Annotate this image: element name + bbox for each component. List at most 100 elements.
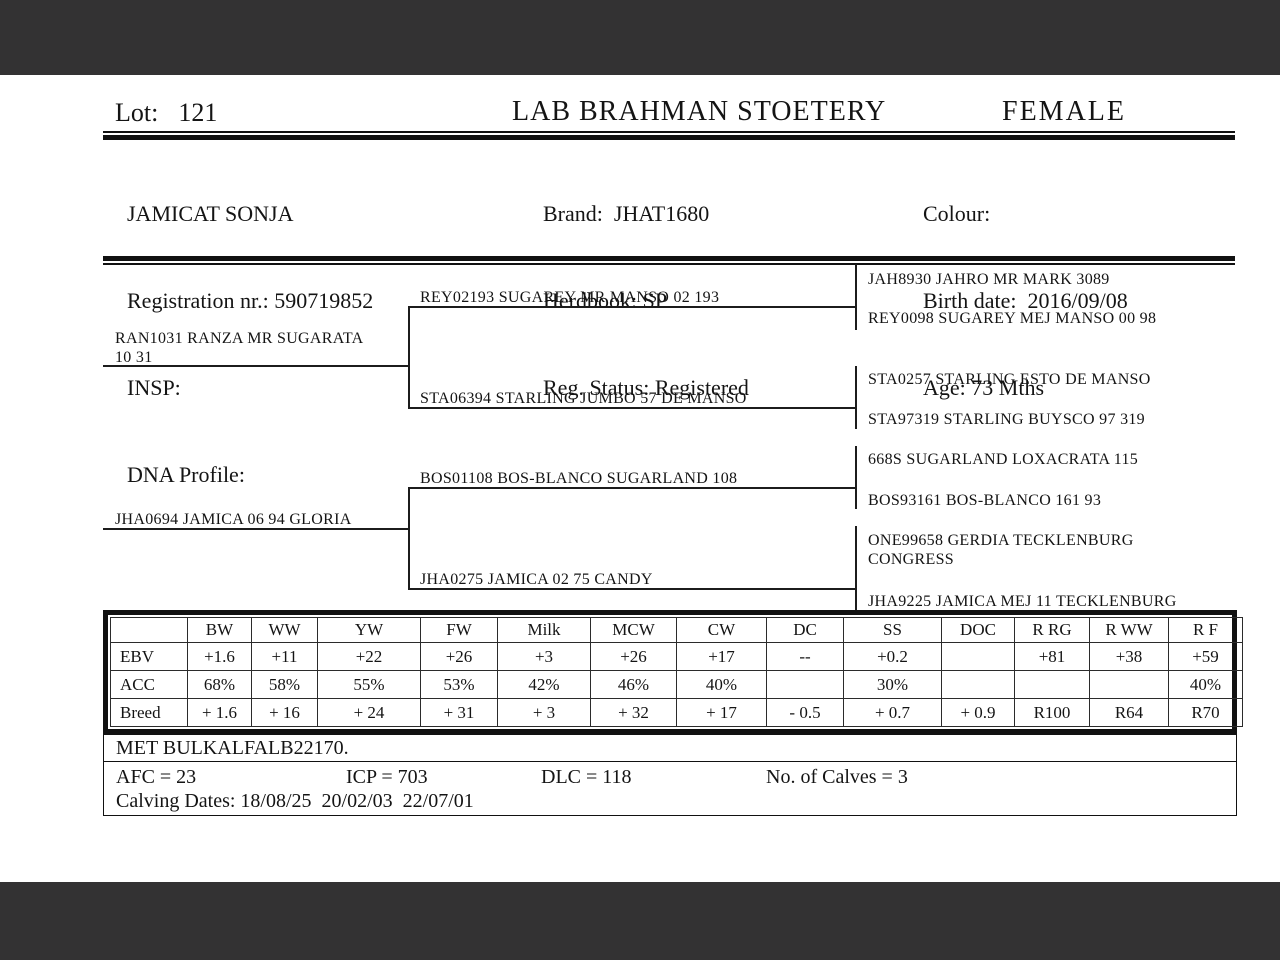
breeding-stats: AFC = 23 ICP = 703 DLC = 118 No. of Calv…: [103, 761, 1237, 816]
acc-cell: 42%: [497, 670, 591, 699]
row-label: ACC: [110, 670, 188, 699]
met-note: MET BULKALFALB22170.: [103, 734, 1237, 762]
pedigree-great-grandparent-3: STA0257 STARLING ESTO DE MANSO: [868, 371, 1151, 388]
acc-cell: 68%: [187, 670, 252, 699]
breed-cell: - 0.5: [766, 698, 844, 727]
pedigree-great-grandparent-7: ONE99658 GERDIA TECKLENBURG CONGRESS: [868, 532, 1134, 568]
ebv-table-frame: BW WW YW FW Milk MCW CW DC SS DOC R RG R…: [103, 610, 1243, 734]
page-title: LAB BRAHMAN STOETERY: [512, 96, 887, 127]
column-header-doc: DOC: [941, 617, 1015, 643]
header-divider: [103, 131, 1235, 140]
pedigree-bracket-pair3: [855, 446, 857, 509]
breed-cell: + 1.6: [187, 698, 252, 727]
lot-label: Lot:: [115, 98, 159, 127]
ebv-cell: +81: [1014, 642, 1090, 671]
ebv-cell: +59: [1168, 642, 1243, 671]
calving-dates: Calving Dates: 18/08/25 20/02/03 22/07/0…: [116, 790, 474, 812]
dlc-stat: DLC = 118: [541, 766, 632, 788]
pedigree-great-grandparent-4: STA97319 STARLING BUYSCO 97 319: [868, 411, 1145, 428]
row-label: EBV: [110, 642, 188, 671]
pedigree-bracket-pair1: [855, 264, 857, 330]
ebv-cell: +26: [590, 642, 677, 671]
pedigree-great-grandparent-5: 668S SUGARLAND LOXACRATA 115: [868, 451, 1139, 468]
pedigree-great-grandparent-6: BOS93161 BOS-BLANCO 161 93: [868, 492, 1102, 509]
column-header-milk: Milk: [497, 617, 591, 643]
afc-stat: AFC = 23: [116, 766, 197, 788]
ebv-cell: --: [766, 642, 844, 671]
acc-cell: 40%: [1168, 670, 1243, 699]
ebv-row: EBV +1.6 +11 +22 +26 +3 +26 +17 -- +0.2 …: [110, 642, 1243, 671]
info-divider: [103, 256, 1235, 265]
pedigree-bracket-dam: [408, 487, 410, 590]
acc-cell: 53%: [420, 670, 498, 699]
column-header-mcw: MCW: [590, 617, 677, 643]
pedigree-line-sire: [103, 365, 408, 367]
acc-cell: 30%: [843, 670, 942, 699]
age-field: Age: 73 Mths: [923, 375, 1044, 400]
pedigree-line-maternal-grandsire: [408, 487, 855, 489]
column-header-rf: R F: [1168, 617, 1243, 643]
pedigree-bracket-sire: [408, 306, 410, 409]
acc-cell: 58%: [251, 670, 318, 699]
column-header-fw: FW: [420, 617, 498, 643]
column-header-cw: CW: [676, 617, 767, 643]
column-header-bw: BW: [187, 617, 252, 643]
animal-info-right: Colour: Birth date: 2016/09/08 Age: 73 M…: [923, 141, 1128, 460]
pedigree-great-grandparent-2: REY0098 SUGAREY MEJ MANSO 00 98: [868, 310, 1157, 327]
ebv-cell: +11: [251, 642, 318, 671]
colour-field: Colour:: [923, 201, 991, 226]
column-header-rww: R WW: [1089, 617, 1169, 643]
breed-cell: + 31: [420, 698, 498, 727]
pedigree-maternal-granddam: JHA0275 JAMICA 02 75 CANDY: [420, 571, 653, 588]
column-header: [110, 617, 188, 643]
breed-cell: + 0.9: [941, 698, 1015, 727]
pedigree-great-grandparent-8: JHA9225 JAMICA MEJ 11 TECKLENBURG: [868, 593, 1177, 610]
acc-row: ACC 68% 58% 55% 53% 42% 46% 40% 30% 40%: [110, 670, 1243, 699]
insp-field: INSP:: [127, 375, 181, 400]
ebv-cell: +22: [317, 642, 421, 671]
breed-cell: R64: [1089, 698, 1169, 727]
pedigree-bracket-pair4: [855, 526, 857, 612]
icp-stat: ICP = 703: [346, 766, 428, 788]
column-header-rrg: R RG: [1014, 617, 1090, 643]
ebv-table: BW WW YW FW Milk MCW CW DC SS DOC R RG R…: [110, 617, 1243, 727]
pedigree-bracket-pair2: [855, 366, 857, 429]
dna-profile-field: DNA Profile:: [127, 462, 245, 487]
animal-info-left: JAMICAT SONJA Registration nr.: 59071985…: [127, 141, 373, 547]
ebv-cell: [941, 642, 1015, 671]
pedigree-sire: RAN1031 RANZA MR SUGARATA 10 31: [115, 330, 364, 366]
breed-cell: + 17: [676, 698, 767, 727]
acc-cell: 40%: [676, 670, 767, 699]
viewer-bottom-bar: [0, 882, 1280, 960]
pedigree-maternal-grandsire: BOS01108 BOS-BLANCO SUGARLAND 108: [420, 470, 738, 487]
calves-stat: No. of Calves = 3: [766, 766, 908, 788]
breed-cell: + 24: [317, 698, 421, 727]
column-header-dc: DC: [766, 617, 844, 643]
pedigree-line-dam: [103, 528, 408, 530]
ebv-cell: +26: [420, 642, 498, 671]
pedigree-dam: JHA0694 JAMICA 06 94 GLORIA: [115, 511, 352, 528]
reg-status-field: Reg. Status: Registered: [543, 375, 749, 400]
acc-cell: [1014, 670, 1090, 699]
birth-date-field: Birth date: 2016/09/08: [923, 288, 1128, 313]
column-header-ww: WW: [251, 617, 318, 643]
pedigree-line-paternal-granddam: [408, 407, 855, 409]
ebv-cell: +0.2: [843, 642, 942, 671]
acc-cell: 55%: [317, 670, 421, 699]
brand-field: Brand: JHAT1680: [543, 201, 710, 226]
lot-number: 121: [178, 98, 218, 127]
pedigree-great-grandparent-1: JAH8930 JAHRO MR MARK 3089: [868, 271, 1110, 288]
breed-row: Breed + 1.6 + 16 + 24 + 31 + 3 + 32 + 17…: [110, 698, 1243, 727]
viewer-top-bar: [0, 0, 1280, 75]
row-label: Breed: [110, 698, 188, 727]
registration-number: Registration nr.: 590719852: [127, 288, 374, 313]
breed-cell: + 0.7: [843, 698, 942, 727]
herdbook-field: Herdbook: SP: [543, 288, 668, 313]
acc-cell: [941, 670, 1015, 699]
animal-name: JAMICAT SONJA: [127, 201, 294, 226]
breed-cell: + 32: [590, 698, 677, 727]
breed-cell: R70: [1168, 698, 1243, 727]
lot-heading: Lot: 121: [115, 98, 217, 128]
pedigree-paternal-granddam: STA06394 STARLING JUMBO 57 DE MANSO: [420, 390, 747, 407]
